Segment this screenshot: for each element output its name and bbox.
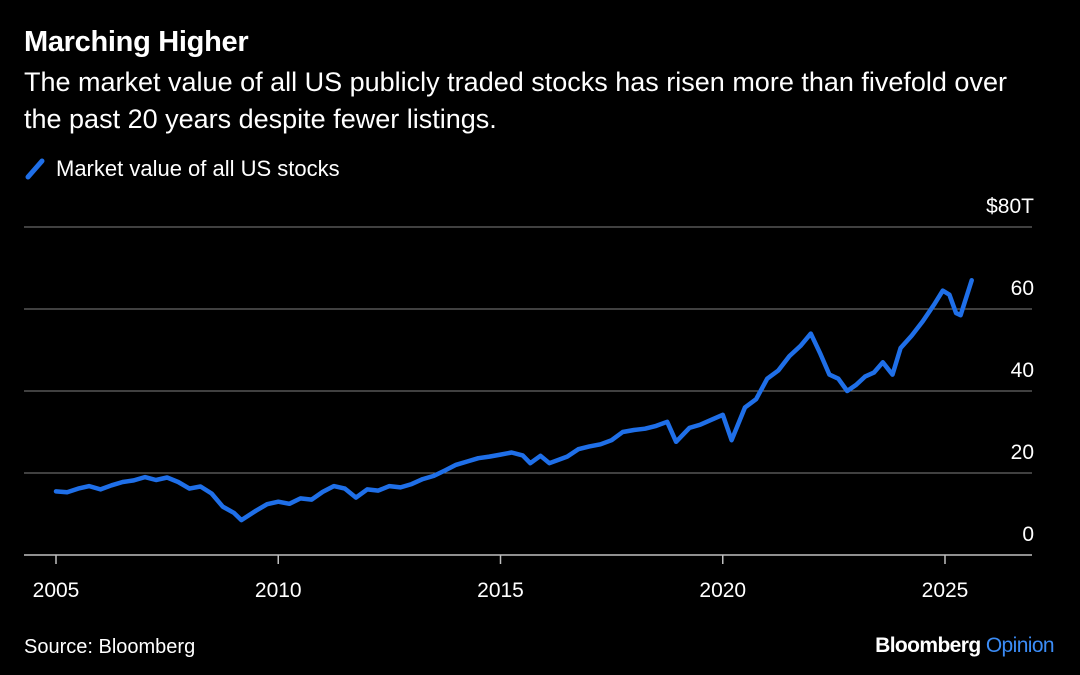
brand-bloomberg: Bloomberg [875, 634, 981, 657]
y-tick-label: 40 [1011, 359, 1034, 382]
x-tick-label: 2025 [922, 579, 969, 602]
y-tick-label: 60 [1011, 277, 1034, 300]
y-tick-label: 0 [1022, 523, 1034, 546]
x-tick-label: 2020 [699, 579, 746, 602]
legend-line-icon [25, 158, 45, 180]
x-tick-label: 2015 [477, 579, 524, 602]
chart-title: Marching Higher [24, 26, 249, 58]
series-line-market-value [53, 278, 974, 523]
x-axis-ticks: 2005 2010 2015 2020 2025 [33, 555, 969, 602]
y-tick-label: 20 [1011, 441, 1034, 464]
x-tick-label: 2005 [33, 579, 80, 602]
bloomberg-opinion-logo: Bloomberg Opinion [875, 634, 1054, 658]
y-tick-label: $80T [986, 195, 1034, 218]
legend: Market value of all US stocks [24, 156, 340, 182]
chart-subtitle: The market value of all US publicly trad… [24, 67, 1007, 134]
x-tick-label: 2010 [255, 579, 302, 602]
y-axis-ticks: 0 20 40 60 $80T [986, 195, 1034, 546]
legend-label: Market value of all US stocks [56, 156, 340, 181]
grid-lines [24, 226, 1032, 556]
series-layer [53, 278, 974, 523]
source-note: Source: Bloomberg [24, 636, 196, 658]
brand-opinion: Opinion [985, 634, 1055, 657]
